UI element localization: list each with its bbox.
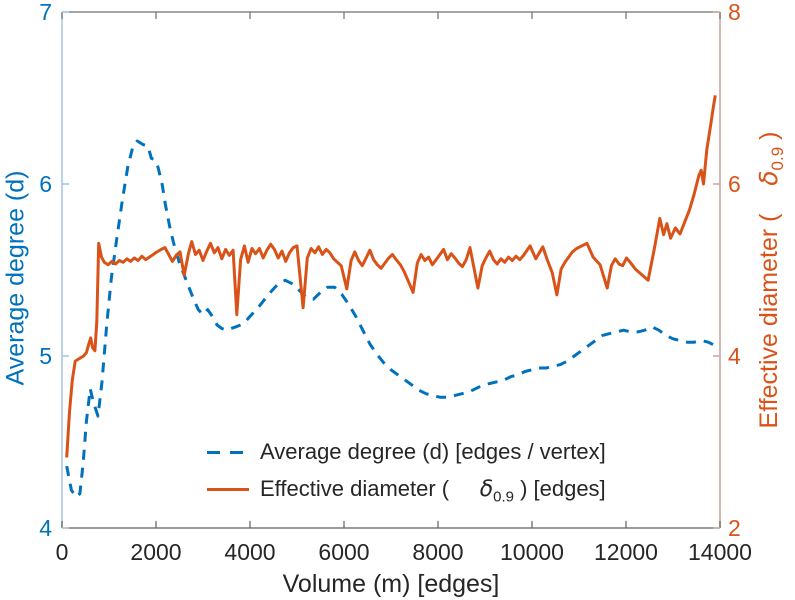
right-y-tick-label: 2 [728,515,741,541]
right-y-tick-label: 6 [728,171,741,197]
x-tick-label: 12000 [594,539,658,565]
x-tick-label: 0 [55,539,69,565]
left-y-tick-label: 6 [39,171,52,197]
legend-effective-suffix: ) [edges] [513,476,606,501]
average-degree-line [65,139,716,499]
right-y-tick-label: 8 [728,0,741,25]
x-tick-label: 2000 [130,539,182,565]
left-y-tick-label: 4 [39,515,52,541]
x-tick-label: 8000 [412,539,464,565]
legend-swatch-dashed [207,451,249,454]
x-tick-label: 4000 [224,539,276,565]
legend-swatch-solid [207,488,249,491]
legend-delta-subscript: 0.9 [493,488,514,506]
x-tick-label: 14000 [688,539,752,565]
right-y-tick-label: 4 [728,343,741,369]
legend-delta-symbol: δ [479,477,494,502]
delta-subscript: 0.9 [768,146,787,171]
right-y-axis-label-prefix: Effective diameter ( [755,185,783,429]
left-y-tick-label: 7 [39,0,52,25]
effective-diameter-line [65,95,717,458]
x-tick-label: 10000 [500,539,564,565]
right-y-axis-label-suffix: ) [755,131,783,147]
left-y-tick-label: 5 [39,343,52,369]
x-axis-label: Volume (m) [edges] [282,570,500,598]
legend-label-average-degree: Average degree (d) [edges / vertex] [260,439,606,464]
legend-label-effective-diameter: Effective diameter ( δ0.9 ) [edges] [260,476,606,510]
legend-effective-prefix: Effective diameter ( [260,476,480,501]
x-tick-label: 6000 [318,539,370,565]
